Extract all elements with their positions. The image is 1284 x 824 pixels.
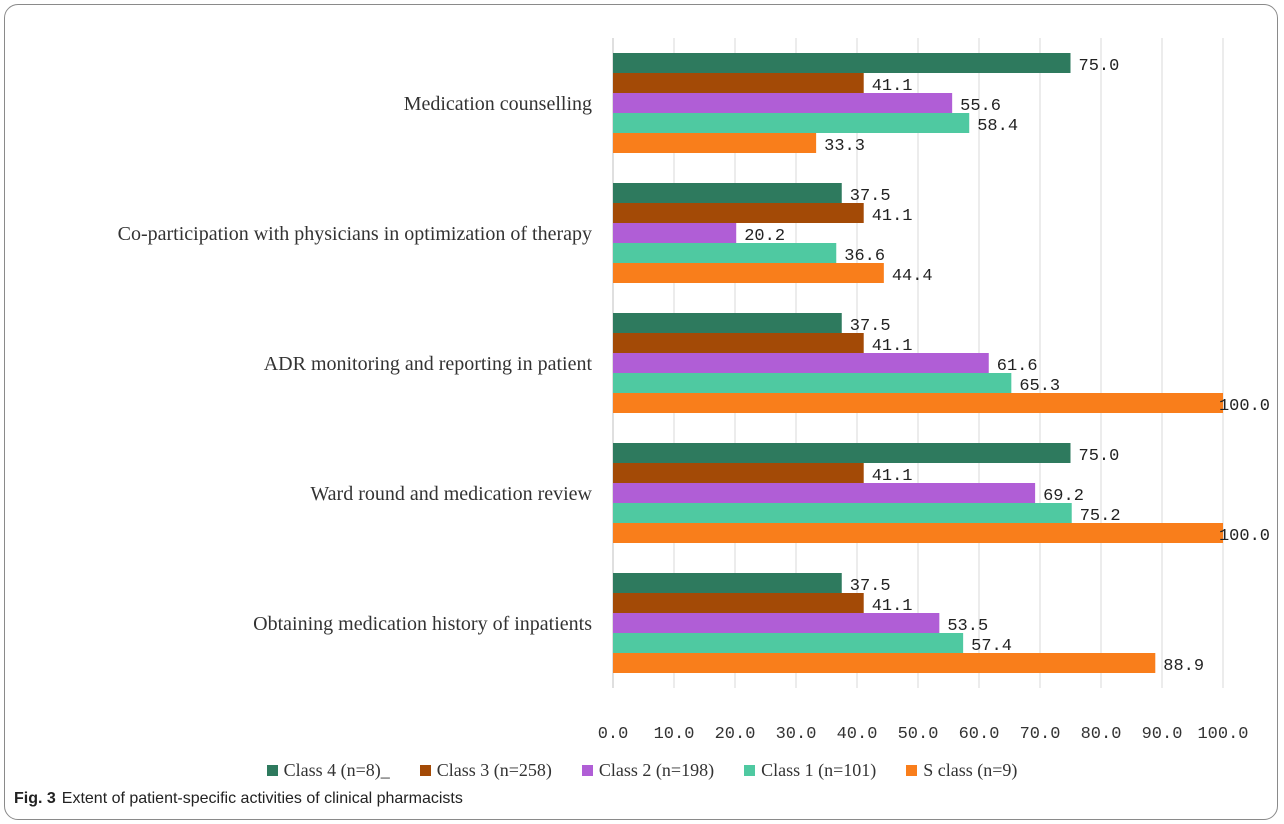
bar-value-label: 41.1 xyxy=(872,207,913,226)
legend-item: Class 1 (n=101) xyxy=(744,760,876,781)
bar xyxy=(613,443,1071,463)
legend-item: Class 4 (n=8)_ xyxy=(266,759,390,781)
bar-value-label: 41.1 xyxy=(872,337,913,356)
x-tick-label: 20.0 xyxy=(715,725,756,744)
bar-value-label: 88.9 xyxy=(1163,657,1204,676)
x-tick-label: 60.0 xyxy=(959,725,1000,744)
bar-value-label: 41.1 xyxy=(872,77,913,96)
bar xyxy=(613,593,864,613)
bar xyxy=(613,203,864,223)
value-labels: 75.041.155.658.433.337.541.120.236.644.4… xyxy=(744,57,1270,676)
bar xyxy=(613,393,1223,413)
category-label: ADR monitoring and reporting in patient xyxy=(264,353,593,375)
bar xyxy=(613,373,1012,393)
legend-label: Class 3 (n=258) xyxy=(436,759,552,780)
legend: Class 4 (n=8)_ Class 3 (n=258) Class 2 (n=… xyxy=(0,757,1284,783)
x-tick-labels: 0.0 10.0 20.0 30.0 40.0 50.0 60.0 70.0 80.0 90.0 1… xyxy=(598,725,1249,744)
bar-value-label: 53.5 xyxy=(947,617,988,636)
x-tick-label: 90.0 xyxy=(1142,725,1183,744)
x-tick-label: 70.0 xyxy=(1020,725,1061,744)
bar xyxy=(613,53,1071,73)
bar xyxy=(613,113,970,133)
bar-value-label: 37.5 xyxy=(850,187,891,206)
bar-value-label: 36.6 xyxy=(844,247,885,266)
bar xyxy=(613,503,1072,523)
bar xyxy=(613,313,842,333)
bar xyxy=(613,353,989,373)
bar xyxy=(613,633,964,653)
category-label: Medication counselling xyxy=(404,93,592,115)
bar-value-label: 75.2 xyxy=(1080,507,1121,526)
x-tick-label: 30.0 xyxy=(776,725,817,744)
legend-item: Class 2 (n=198) xyxy=(581,759,715,781)
x-tick-label: 80.0 xyxy=(1081,725,1122,744)
bar-value-label: 37.5 xyxy=(850,577,891,596)
figure-frame xyxy=(4,4,1278,820)
x-tick-label: 50.0 xyxy=(898,725,939,744)
bar xyxy=(613,573,842,593)
legend-label: Class 4 (n=8)_ xyxy=(283,759,390,780)
bar xyxy=(613,333,864,353)
bar-value-label: 65.3 xyxy=(1019,377,1060,396)
legend-item: Class 3 (n=258) xyxy=(419,759,552,781)
bar-value-label: 61.6 xyxy=(997,357,1038,376)
bar-value-label: 100.0 xyxy=(1219,527,1270,546)
bar-value-label: 57.4 xyxy=(971,637,1012,656)
caption-text: Extent of patient-specific activities of… xyxy=(61,790,463,807)
bar xyxy=(613,523,1223,543)
bar xyxy=(613,243,837,263)
bar-value-label: 55.6 xyxy=(960,97,1001,116)
legend-label: S class (n=9) xyxy=(923,759,1018,780)
legend-label: Class 1 (n=101) xyxy=(761,759,877,780)
bar-value-label: 75.0 xyxy=(1079,447,1120,466)
category-label: Obtaining medication history of inpatien… xyxy=(253,613,592,635)
caption-label: Fig. 3 xyxy=(14,790,56,807)
bar xyxy=(613,183,842,203)
x-tick-label: 40.0 xyxy=(837,725,878,744)
bar-value-label: 33.3 xyxy=(824,137,865,156)
bar-value-label: 58.4 xyxy=(977,117,1018,136)
x-tick-label: 0.0 xyxy=(598,725,629,744)
bar xyxy=(613,73,864,93)
bar xyxy=(613,463,864,483)
category-labels: Medication counselling Co-participation w… xyxy=(118,93,593,635)
bar xyxy=(613,93,953,113)
bar xyxy=(613,133,817,153)
bar-value-label: 41.1 xyxy=(872,467,913,486)
bars xyxy=(613,53,1223,673)
bar-value-label: 69.2 xyxy=(1043,487,1084,506)
bar xyxy=(613,653,1156,673)
bar-value-label: 44.4 xyxy=(892,267,933,286)
legend-swatch xyxy=(744,764,756,776)
legend-swatch xyxy=(906,764,918,776)
legend-swatch xyxy=(581,764,593,776)
x-tick-label: 10.0 xyxy=(654,725,695,744)
bar-value-label: 20.2 xyxy=(744,227,785,246)
legend-swatch xyxy=(266,764,278,776)
x-tick-label: 100.0 xyxy=(1197,725,1248,744)
legend-swatch xyxy=(419,764,431,776)
legend-label: Class 2 (n=198) xyxy=(598,759,715,780)
bar-value-label: 75.0 xyxy=(1079,57,1120,76)
figure-caption: Fig. 3 Extent of patient-specific activit… xyxy=(14,790,463,808)
legend-item: S class (n=9) xyxy=(906,760,1017,781)
bar xyxy=(613,263,884,283)
bar-value-label: 41.1 xyxy=(872,597,913,616)
bar xyxy=(613,483,1036,503)
category-label: Ward round and medication review xyxy=(310,483,592,505)
bar-value-label: 37.5 xyxy=(850,317,891,336)
bar xyxy=(613,613,940,633)
bar xyxy=(613,223,737,243)
bar-value-label: 100.0 xyxy=(1219,397,1270,416)
bar-chart: 75.041.155.658.433.337.541.120.236.644.4… xyxy=(118,38,1270,744)
category-label: Co-participation with physicians in opti… xyxy=(118,223,592,245)
